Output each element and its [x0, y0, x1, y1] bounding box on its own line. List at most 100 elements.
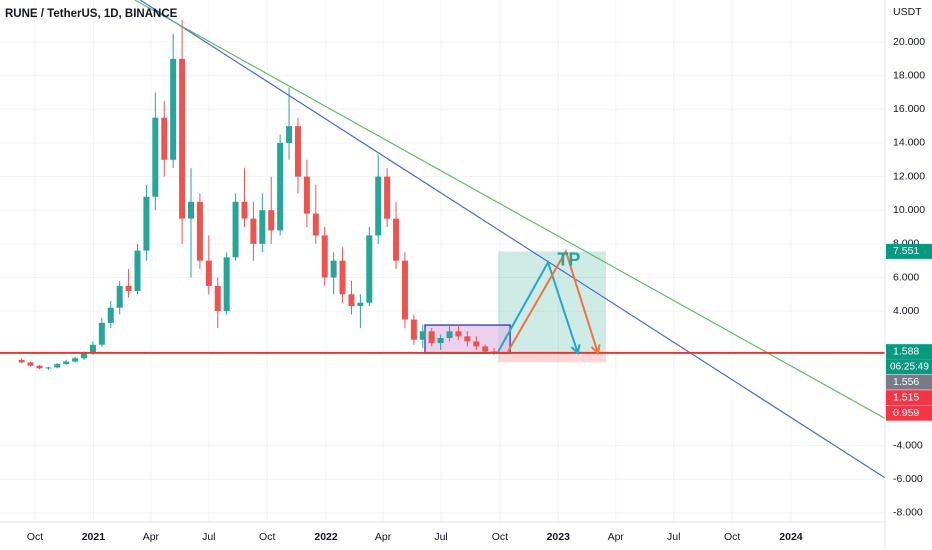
y-tick-label: 20.000: [893, 36, 925, 48]
x-tick-label: Apr: [608, 531, 625, 543]
price-label: 0.959: [893, 407, 919, 419]
price-label-bg: [886, 374, 932, 390]
countdown-bg: [886, 359, 932, 375]
x-tick-label: Oct: [259, 531, 275, 543]
candle-body: [375, 176, 382, 236]
x-tick-label: 2023: [547, 531, 571, 543]
y-tick-label: 10.000: [893, 204, 925, 216]
grid: [0, 0, 885, 522]
candle-body: [393, 218, 400, 261]
candle-body: [27, 362, 34, 366]
candle-body: [214, 285, 221, 312]
y-tick-label: 18.000: [893, 69, 925, 81]
candle-body: [196, 201, 203, 261]
price-label-bg: [886, 405, 932, 421]
y-tick-label: 16.000: [893, 103, 925, 115]
candle-body: [294, 126, 301, 177]
candle-body: [268, 210, 275, 231]
y-unit: USDT: [893, 6, 922, 18]
trendline: [139, 0, 885, 479]
candle-body: [321, 235, 328, 278]
x-tick-label: 2024: [779, 531, 803, 543]
y-tick-label: -6.000: [893, 473, 923, 485]
x-tick-label: Oct: [27, 531, 43, 543]
y-tick-label: 6.000: [893, 271, 919, 283]
arrow-head: [590, 344, 601, 356]
price-label: 1.588: [893, 345, 919, 357]
x-tick-label: Oct: [492, 531, 508, 543]
stop-zone: [498, 351, 606, 363]
y-tick-label: 12.000: [893, 170, 925, 182]
price-label-bg: [886, 243, 932, 259]
candle-body: [98, 322, 105, 345]
candle-body: [303, 176, 310, 214]
candle-body: [446, 331, 453, 339]
candle-body: [18, 359, 25, 363]
candle-body: [419, 331, 426, 340]
x-tick-label: Jul: [202, 531, 215, 543]
candle-body: [312, 213, 319, 236]
candle-body: [125, 285, 132, 291]
profit-zone: [498, 251, 606, 352]
trendline: [134, 0, 885, 420]
x-tick-label: Jul: [667, 531, 680, 543]
x-tick-label: 2022: [314, 531, 338, 543]
candle-body: [161, 117, 168, 160]
candle-body: [205, 260, 212, 286]
candle-body: [152, 117, 159, 197]
candle-body: [286, 126, 293, 143]
y-tick-label: -4.000: [893, 439, 923, 451]
candle-body: [63, 361, 70, 365]
candle-body: [437, 338, 444, 344]
candle-body: [384, 176, 391, 219]
candle-body: [482, 346, 489, 352]
projection-path: [507, 248, 599, 354]
candle-body: [72, 358, 79, 362]
annotation: TP: [557, 249, 580, 269]
candle-body: [473, 341, 480, 347]
projection-path: [497, 259, 579, 354]
candle-body: [250, 218, 257, 244]
candle-body: [330, 260, 337, 278]
candle-body: [455, 331, 462, 337]
candle-body: [143, 196, 150, 251]
candle-body: [232, 201, 239, 258]
candle-body: [81, 353, 88, 359]
countdown: 06:25:49: [890, 361, 929, 372]
candle-body: [401, 260, 408, 320]
candle-body: [348, 294, 355, 307]
price-label: 7.551: [893, 245, 919, 257]
x-tick-label: 2021: [82, 531, 106, 543]
candle-body: [107, 307, 114, 323]
price-label: 1.556: [893, 376, 919, 388]
candle-body: [45, 367, 52, 369]
arrow-head: [570, 344, 581, 356]
price-label: 1.515: [893, 391, 919, 403]
y-tick-label: 4.000: [893, 305, 919, 317]
axes: 20.00018.00016.00014.00012.00010.0008.00…: [27, 36, 932, 543]
price-label-bg: [886, 344, 932, 360]
candle-body: [179, 58, 186, 219]
candle-body: [259, 210, 266, 244]
candle-body: [410, 319, 417, 340]
x-tick-label: Oct: [724, 531, 740, 543]
candle-body: [116, 285, 123, 308]
y-tick-label: -8.000: [893, 507, 923, 519]
plot-area: TP: [0, 0, 885, 479]
candle-body: [187, 201, 194, 219]
chart-title: RUNE / TetherUS, 1D, BINANCE: [5, 8, 178, 20]
x-tick-label: Jul: [434, 531, 447, 543]
x-tick-label: Apr: [143, 531, 160, 543]
candle-body: [36, 365, 43, 369]
candle-body: [134, 250, 141, 291]
candle-body: [464, 336, 471, 342]
candle-body: [89, 344, 96, 354]
candle-body: [54, 364, 61, 368]
price-label-bg: [886, 390, 932, 406]
candle-body: [277, 142, 284, 231]
y-tick-label: 14.000: [893, 137, 925, 149]
candle-body: [170, 58, 177, 160]
